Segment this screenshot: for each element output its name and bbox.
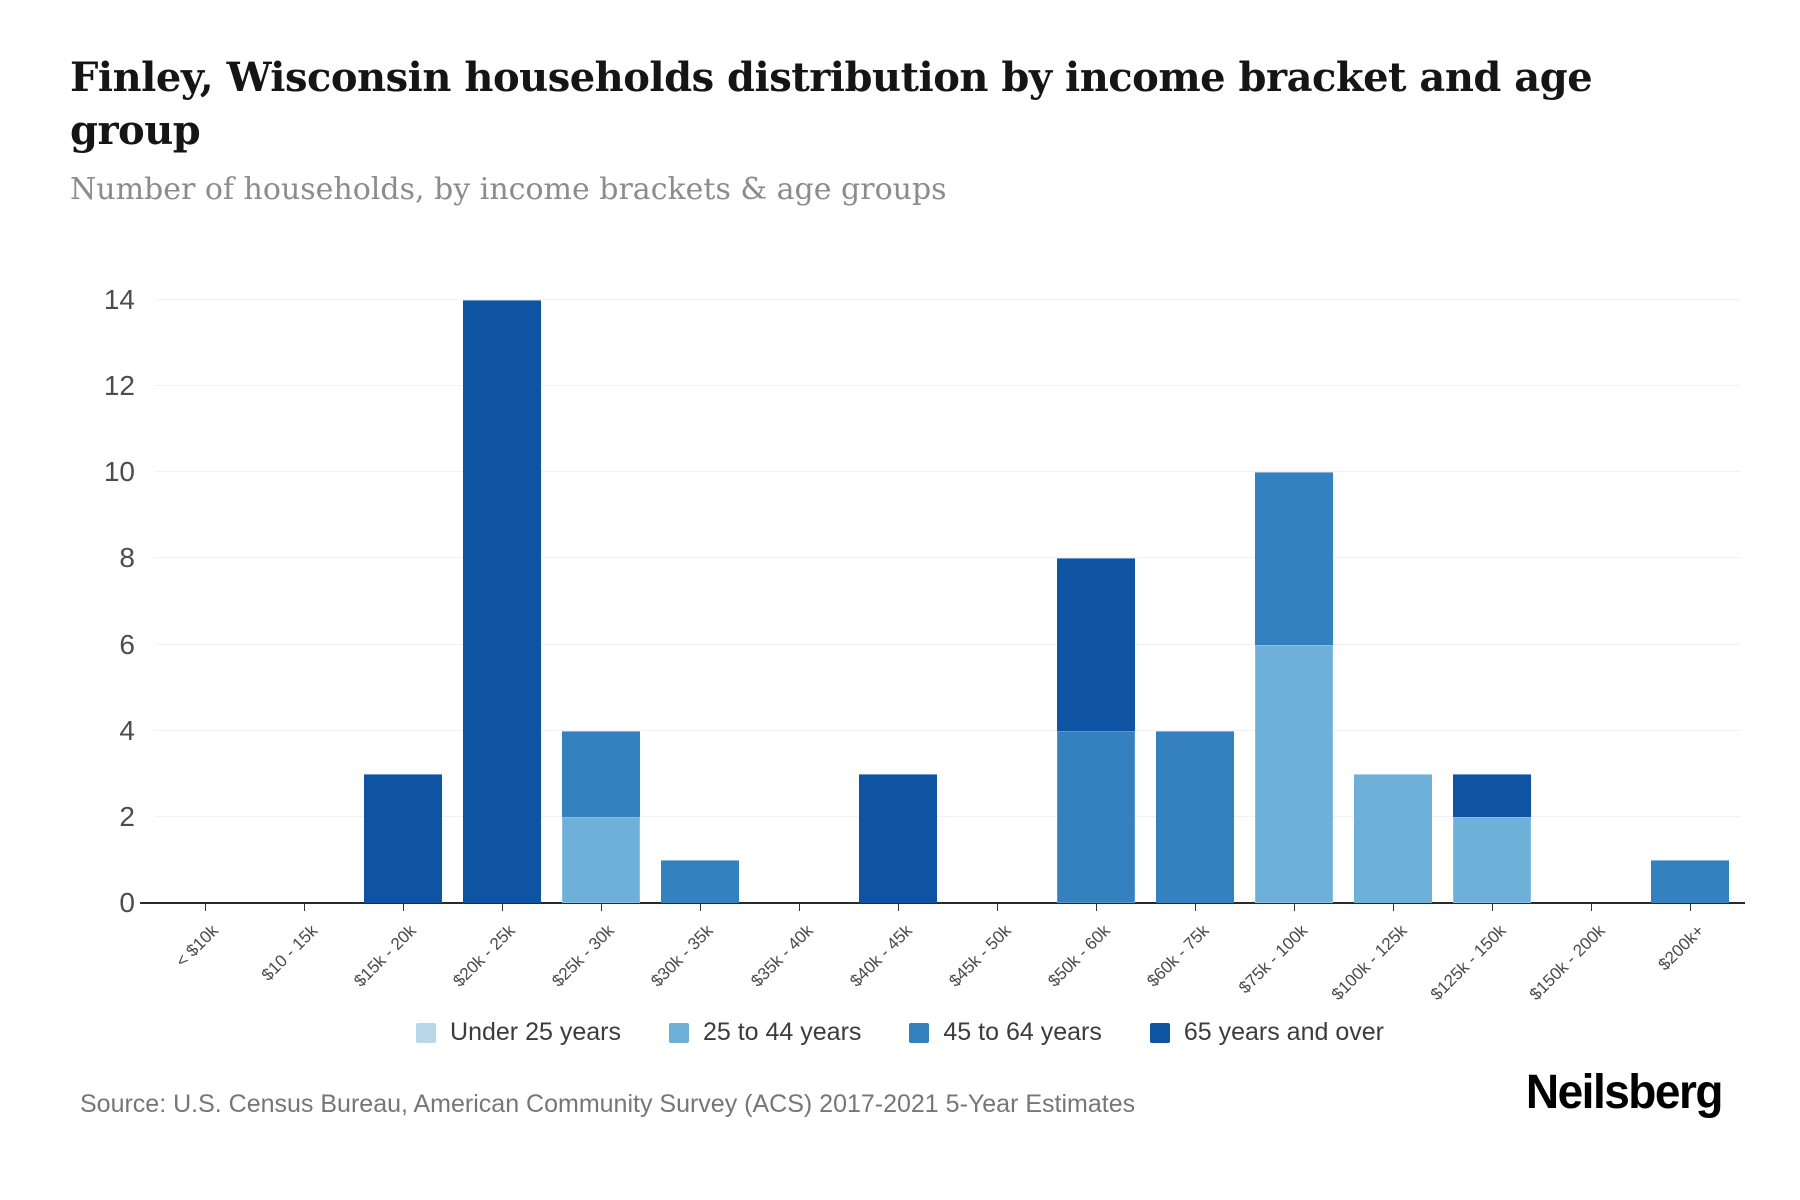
legend-swatch-icon [1149, 1022, 1170, 1043]
bar-75k-100k[interactable] [1255, 472, 1334, 903]
x-tick [1096, 904, 1098, 911]
x-tick [402, 904, 404, 911]
bar-segment-25-to-44-years[interactable] [561, 816, 640, 903]
bar-200k[interactable] [1651, 859, 1730, 903]
x-axis-label: $45k - 50k [944, 921, 1015, 991]
bar-60k-75k[interactable] [1156, 730, 1235, 903]
gridline-y4 [155, 729, 1740, 731]
plot-area [140, 299, 1745, 911]
bar-segment-45-to-64-years[interactable] [1057, 730, 1136, 903]
y-tick-label-0: 0 [119, 887, 135, 918]
x-axis-label: $50k - 60k [1043, 921, 1114, 991]
chart-title: Finley, Wisconsin households distributio… [70, 54, 1593, 154]
gridline-y12 [155, 385, 1740, 387]
x-axis-label: $35k - 40k [746, 921, 817, 991]
bar-15k-20k[interactable] [363, 773, 442, 903]
x-axis-label: $200k+ [1654, 921, 1708, 975]
x-tick [699, 904, 701, 911]
bar-segment-65-years-and-over[interactable] [858, 773, 937, 903]
x-tick [501, 904, 503, 911]
legend-label: 25 to 44 years [702, 1018, 862, 1046]
x-axis-label: $125k - 150k [1426, 921, 1510, 1004]
bar-segment-45-to-64-years[interactable] [1156, 730, 1235, 903]
x-axis-label: $30k - 35k [647, 921, 718, 991]
legend-item-45-to-64-years[interactable]: 45 to 64 years [909, 1018, 1102, 1047]
x-axis-label: $20k - 25k [449, 921, 520, 991]
bar-segment-45-to-64-years[interactable] [561, 730, 640, 817]
bar-segment-45-to-64-years[interactable] [1255, 472, 1334, 645]
x-axis-label: $15k - 20k [350, 921, 421, 991]
y-tick-label-2: 2 [119, 800, 135, 832]
neilsberg-logo: Neilsberg [1525, 1063, 1724, 1119]
x-tick [1690, 904, 1692, 911]
bar-30k-35k[interactable] [660, 859, 739, 903]
bar-segment-45-to-64-years[interactable] [660, 859, 739, 903]
bar-segment-65-years-and-over[interactable] [363, 773, 442, 903]
bar-segment-25-to-44-years[interactable] [1255, 644, 1334, 903]
y-tick-label-12: 12 [103, 370, 135, 402]
bar-segment-65-years-and-over[interactable] [1057, 558, 1136, 731]
x-axis-label: $75k - 100k [1235, 921, 1312, 998]
x-tick [997, 904, 999, 911]
x-tick [1492, 904, 1494, 911]
bar-segment-65-years-and-over[interactable] [1453, 773, 1532, 817]
x-tick [600, 904, 602, 911]
gridline-y8 [155, 557, 1740, 559]
legend-item-25-to-44-years[interactable]: 25 to 44 years [668, 1018, 862, 1047]
x-axis-label: $25k - 30k [548, 921, 619, 991]
gridline-y6 [155, 643, 1740, 645]
bar-125k-150k[interactable] [1453, 773, 1532, 903]
legend-item-65-years-and-over[interactable]: 65 years and over [1149, 1018, 1384, 1047]
bar-25k-30k[interactable] [561, 730, 640, 903]
bar-100k-125k[interactable] [1354, 773, 1433, 903]
legend-label: 45 to 64 years [943, 1018, 1102, 1046]
x-axis-label: $10 - 15k [257, 921, 322, 985]
x-tick [303, 904, 305, 911]
legend-item-under-25-years[interactable]: Under 25 years [416, 1018, 621, 1047]
chart-legend: Under 25 years 25 to 44 years 45 to 64 yea… [0, 1018, 1800, 1047]
x-axis-labels: < $10k $10 - 15k $15k - 20k $20k - 25k $25k … [155, 903, 1740, 1023]
bar-50k-60k[interactable] [1057, 558, 1136, 903]
x-axis-label: $150k - 200k [1525, 921, 1609, 1004]
legend-label: 65 years and over [1183, 1018, 1384, 1046]
x-tick [1591, 904, 1593, 911]
legend-swatch-icon [416, 1022, 437, 1043]
x-axis-label: $60k - 75k [1143, 921, 1213, 991]
y-axis: 0 2 4 6 8 10 12 14 [55, 284, 135, 918]
y-tick-label-6: 6 [119, 628, 135, 660]
x-tick [897, 904, 899, 911]
legend-swatch-icon [909, 1022, 930, 1043]
source-text: Source: U.S. Census Bureau, American Com… [80, 1090, 1136, 1118]
bar-40k-45k[interactable] [858, 773, 937, 903]
y-tick-label-8: 8 [119, 542, 135, 574]
x-axis-label: < $10k [172, 921, 222, 971]
gridline-y2 [155, 815, 1740, 817]
y-tick-label-4: 4 [119, 714, 135, 746]
x-tick [1195, 904, 1197, 911]
x-tick [1294, 904, 1296, 911]
gridline-y10 [155, 471, 1740, 473]
chart-subtitle: Number of households, by income brackets… [70, 172, 947, 207]
bar-segment-25-to-44-years[interactable] [1453, 816, 1532, 903]
legend-swatch-icon [668, 1022, 689, 1043]
x-tick [798, 904, 800, 911]
x-tick [204, 904, 206, 911]
x-axis-line [140, 902, 1745, 904]
bar-segment-45-to-64-years[interactable] [1651, 859, 1730, 903]
x-axis-label: $100k - 125k [1327, 921, 1411, 1004]
legend-label: Under 25 years [450, 1018, 621, 1046]
y-tick-label-14: 14 [103, 284, 135, 315]
x-axis-label: $40k - 45k [845, 921, 916, 991]
bar-20k-25k[interactable] [462, 300, 541, 903]
y-tick-label-10: 10 [103, 456, 135, 488]
gridline-y14 [155, 299, 1740, 300]
x-tick [1393, 904, 1395, 911]
bar-segment-25-to-44-years[interactable] [1354, 773, 1433, 903]
bar-segment-65-years-and-over[interactable] [462, 300, 541, 903]
